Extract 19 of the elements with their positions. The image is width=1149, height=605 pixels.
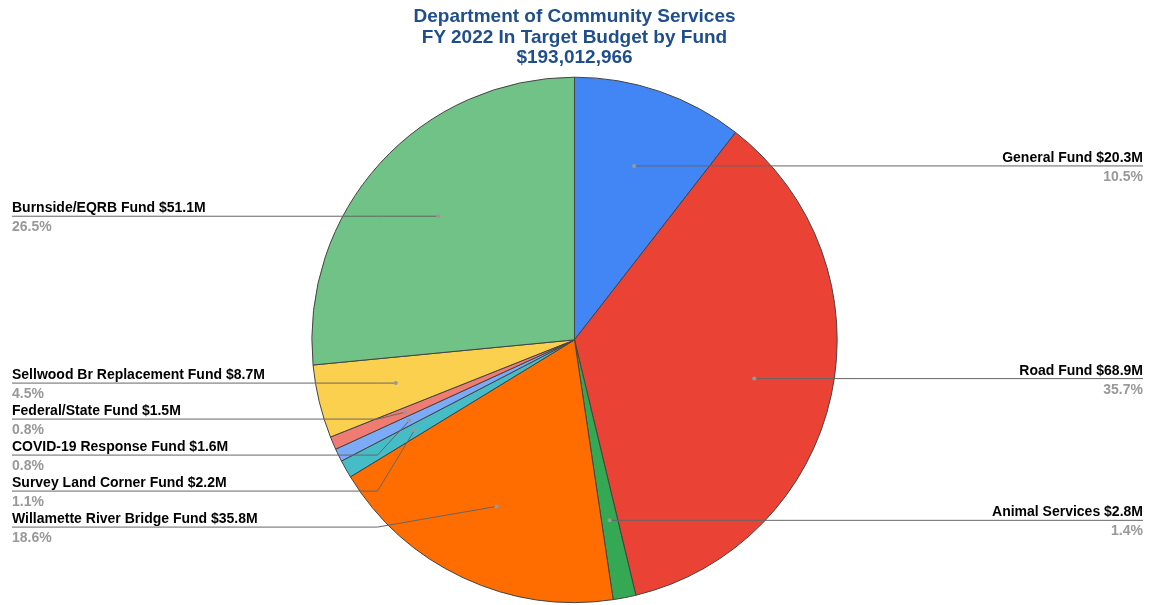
data-label: 0.8%	[12, 457, 45, 474]
slice-label: COVID-19 Response Fund $1.6M	[12, 438, 229, 455]
slice-label: Burnside/EQRB Fund $51.1M	[12, 199, 206, 216]
slice-label: Animal Services $2.8M	[992, 503, 1143, 520]
data-label: 26.5%	[12, 218, 53, 235]
slice-label: Willamette River Bridge Fund $35.8M	[12, 510, 258, 527]
slice-label: Federal/State Fund $1.5M	[12, 402, 181, 419]
data-label: 35.7%	[1103, 380, 1144, 397]
slice-label: Survey Land Corner Fund $2.2M	[12, 474, 227, 491]
chart-title: Department of Community Services FY 2022 In Target Budget by Fund $193,012,966	[413, 4, 736, 68]
data-label: 1.1%	[12, 493, 45, 510]
data-label: 0.8%	[12, 421, 45, 438]
data-label: 4.5%	[12, 385, 45, 402]
data-label: 18.6%	[12, 529, 53, 546]
slice-label: Road Fund $68.9M	[1019, 361, 1143, 378]
data-label: 10.5%	[1103, 167, 1144, 184]
slice-label: Sellwood Br Replacement Fund $8.7M	[12, 366, 265, 383]
slice-label: General Fund $20.3M	[1002, 148, 1143, 165]
data-label: 1.4%	[1111, 522, 1144, 539]
